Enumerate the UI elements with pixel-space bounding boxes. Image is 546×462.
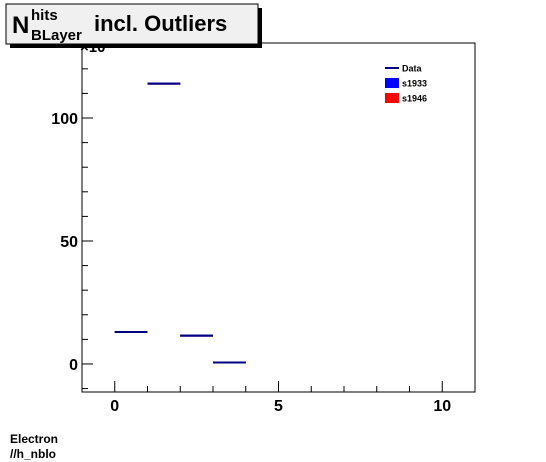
x-tick-label: 5 (274, 398, 283, 415)
legend-label: Data (402, 64, 423, 74)
footer-line: Electron (10, 432, 58, 446)
y-tick-label: 0 (69, 357, 78, 374)
y-tick-label: 50 (60, 234, 78, 251)
title-sub: BLayer (31, 27, 82, 44)
title-rest: incl. Outliers (94, 11, 227, 36)
legend-label: s1946 (402, 94, 427, 104)
title-sup: hits (31, 7, 58, 24)
title-main: N (12, 12, 29, 39)
x-tick-label: 0 (110, 398, 119, 415)
legend-swatch (385, 78, 399, 88)
x-tick-label: 10 (433, 398, 451, 415)
y-tick-label: 100 (51, 111, 78, 128)
legend-label: s1933 (402, 79, 427, 89)
footer-line: //h_nblo (10, 447, 56, 461)
legend-swatch (385, 93, 399, 103)
title-box (5, 3, 259, 45)
